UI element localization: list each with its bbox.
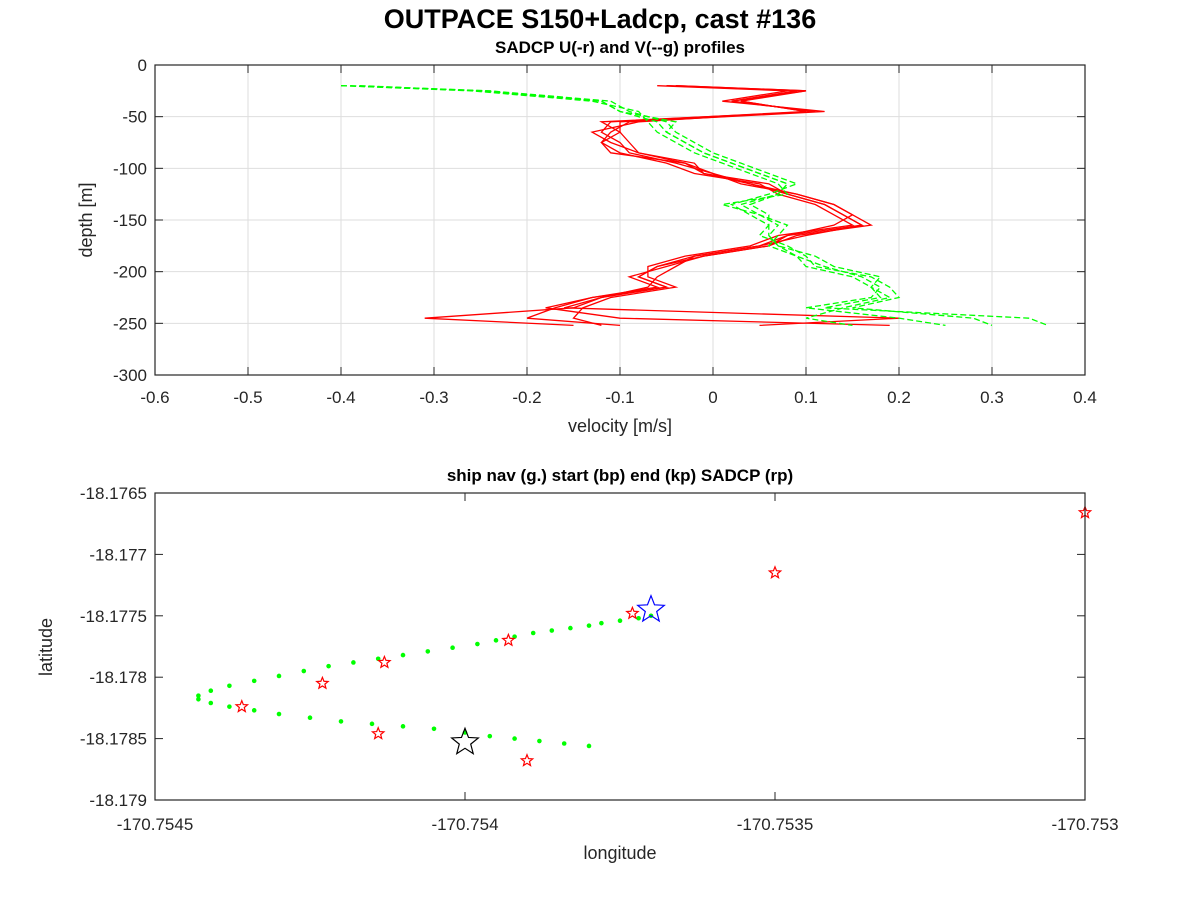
x-tick-label: -0.1 xyxy=(605,388,634,407)
sadcp-point-marker xyxy=(501,632,516,647)
x-tick-label: -0.2 xyxy=(512,388,541,407)
nav-point xyxy=(301,668,307,674)
y-tick-label: -18.1775 xyxy=(80,607,147,626)
nav-point xyxy=(450,645,455,651)
velocity-y-label: depth [m] xyxy=(76,182,96,257)
x-tick-label: -0.6 xyxy=(140,388,169,407)
velocity-ticks: -0.6 -0.5 -0.4 -0.3 -0.2 -0.1 0 0.1 0.2 0.3 0.4 0 -5… xyxy=(113,56,1097,407)
x-tick-label: -0.4 xyxy=(326,388,355,407)
nav-point xyxy=(276,711,282,717)
velocity-chart-title: SADCP U(-r) and V(--g) profiles xyxy=(495,38,745,57)
u-profile-line xyxy=(526,85,874,327)
sadcp-point-marker xyxy=(625,605,640,620)
y-tick-label: -18.1765 xyxy=(80,484,147,503)
nav-point xyxy=(586,743,592,749)
nav-point xyxy=(475,641,480,647)
nav-x-label: longitude xyxy=(583,843,656,863)
u-profile-line xyxy=(564,85,900,327)
nav-point xyxy=(196,693,201,698)
u-profile-line xyxy=(572,85,855,327)
nav-point xyxy=(227,683,232,689)
nav-point xyxy=(307,715,313,721)
velocity-profiles xyxy=(340,85,1049,327)
v-profile-line xyxy=(350,85,993,327)
nav-point xyxy=(599,620,604,626)
nav-point xyxy=(196,697,201,702)
x-tick-label: 0 xyxy=(708,388,717,407)
nav-point xyxy=(561,741,567,746)
nav-point xyxy=(208,700,214,706)
sadcp-point-marker xyxy=(519,753,535,767)
nav-point xyxy=(227,704,232,709)
x-tick-label: -170.754 xyxy=(431,815,498,834)
sadcp-point-marker xyxy=(315,675,330,690)
x-tick-label: 0.2 xyxy=(887,388,911,407)
nav-point xyxy=(375,656,381,662)
u-profile-line xyxy=(545,85,890,327)
nav-point xyxy=(549,628,555,633)
y-tick-label: -250 xyxy=(113,314,147,333)
nav-point xyxy=(208,688,214,694)
x-tick-label: 0.3 xyxy=(980,388,1004,407)
nav-point xyxy=(276,673,282,679)
nav-axes-frame xyxy=(154,492,1086,801)
sadcp-point-marker xyxy=(370,726,386,740)
nav-y-label: latitude xyxy=(36,618,56,676)
nav-point xyxy=(512,634,517,639)
y-tick-label: -18.1785 xyxy=(80,730,147,749)
nav-point xyxy=(512,736,517,741)
v-profile-line xyxy=(340,85,1049,327)
nav-point xyxy=(326,663,331,669)
nav-point xyxy=(431,726,437,732)
sadcp-point-marker xyxy=(767,565,783,579)
start-point-marker xyxy=(636,593,666,623)
nav-point xyxy=(400,724,406,729)
x-tick-label: -170.753 xyxy=(1051,815,1118,834)
figure-title: OUTPACE S150+Ladcp, cast #136 xyxy=(384,4,816,34)
y-tick-label: -150 xyxy=(113,211,147,230)
y-tick-label: -18.178 xyxy=(89,668,147,687)
ship-nav-axes: ship nav (g.) start (bp) end (kp) SADCP … xyxy=(36,466,1119,863)
nav-point xyxy=(251,678,257,684)
x-tick-label: -0.3 xyxy=(419,388,448,407)
y-tick-label: -200 xyxy=(113,263,147,282)
x-tick-label: -170.7545 xyxy=(117,815,194,834)
ship-nav-data xyxy=(196,505,1093,767)
nav-point xyxy=(530,630,536,636)
y-tick-label: -100 xyxy=(113,159,147,178)
v-profile-line xyxy=(359,85,892,327)
y-tick-label: -18.179 xyxy=(89,791,147,810)
velocity-x-label: velocity [m/s] xyxy=(568,416,672,436)
nav-point xyxy=(487,733,493,739)
x-tick-label: -0.5 xyxy=(233,388,262,407)
nav-point xyxy=(586,623,592,628)
end-point-marker xyxy=(450,726,480,755)
sadcp-point-marker xyxy=(377,654,392,669)
nav-point xyxy=(425,649,431,654)
nav-point xyxy=(537,738,542,744)
velocity-profile-axes: SADCP U(-r) and V(--g) profiles -0.6 -0.5… xyxy=(76,38,1097,436)
y-tick-label: 0 xyxy=(138,56,147,75)
nav-point xyxy=(351,660,356,665)
x-tick-label: -170.7535 xyxy=(737,815,814,834)
nav-point xyxy=(251,708,257,713)
sadcp-point-marker xyxy=(234,699,250,713)
x-tick-label: 0.4 xyxy=(1073,388,1097,407)
nav-point xyxy=(338,719,344,724)
nav-point xyxy=(493,638,499,643)
x-tick-label: 0.1 xyxy=(794,388,818,407)
y-tick-label: -300 xyxy=(113,366,147,385)
nav-point xyxy=(636,615,641,621)
nav-chart-title: ship nav (g.) start (bp) end (kp) SADCP … xyxy=(447,466,793,485)
nav-ticks: -170.7545 -170.754 -170.7535 -170.753 -18.17… xyxy=(80,484,1119,834)
nav-point xyxy=(369,721,375,727)
nav-point xyxy=(568,625,573,631)
nav-point xyxy=(400,652,406,658)
nav-point xyxy=(617,618,623,624)
y-tick-label: -18.177 xyxy=(89,545,147,564)
y-tick-label: -50 xyxy=(122,108,147,127)
